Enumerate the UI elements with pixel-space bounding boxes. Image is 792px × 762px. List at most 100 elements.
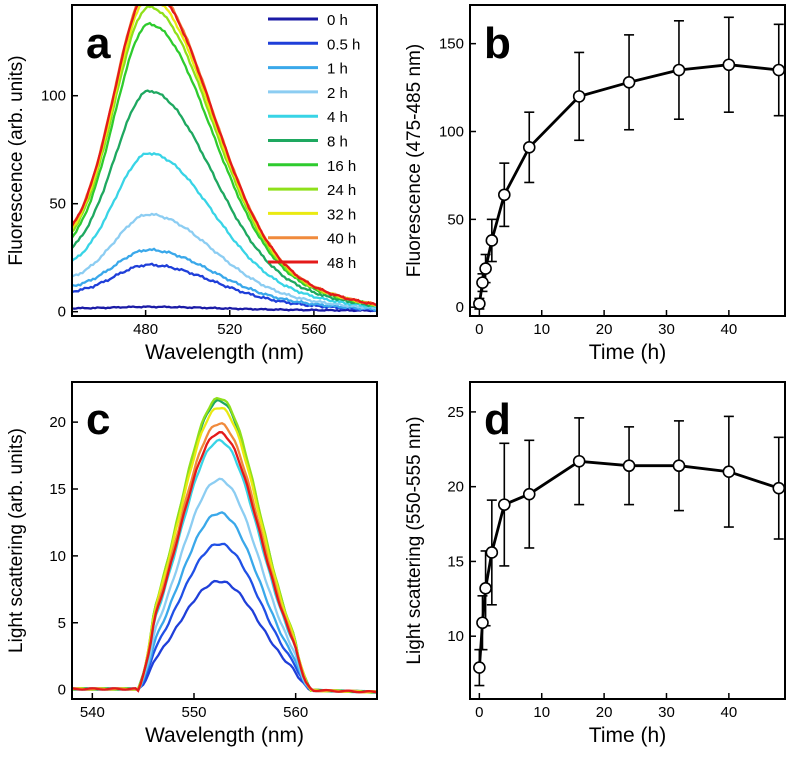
plot-frame-a	[71, 4, 378, 317]
data-point	[522, 141, 536, 154]
data-point	[485, 546, 499, 559]
x-axis-label-c: Wavelength (nm)	[145, 724, 304, 747]
legend-a: 0 h 0.5 h 1 h 2 h 4 h 8 h 16 h 24 h 32 h 40 h 48 h	[268, 12, 360, 272]
series-line-2-h	[73, 212, 376, 310]
legend-label: 16 h	[327, 158, 356, 175]
panel-letter-b: b	[484, 19, 511, 68]
panel-letter-c: c	[86, 395, 110, 444]
x-tick-label-d: 10	[533, 704, 550, 721]
panel-letter-a: a	[86, 19, 111, 68]
x-tick-label-c: 540	[80, 704, 105, 721]
data-point	[772, 481, 786, 495]
series-line-8-h	[73, 89, 376, 308]
panel-a: 480 520 560 0 50 100 Wavelength (nm) Fluorescen…	[6, 4, 378, 364]
y-tick-label-c: 10	[49, 548, 66, 565]
legend-label: 40 h	[327, 231, 356, 248]
legend-label: 24 h	[327, 182, 356, 199]
series-line-2-h	[73, 511, 376, 694]
data-point	[473, 661, 486, 674]
x-tick-label-d: 30	[658, 704, 675, 721]
y-tick-label-b: 50	[447, 211, 464, 228]
x-tick-label-a: 520	[217, 321, 242, 338]
y-tick-label-d: 10	[447, 628, 464, 645]
y-axis-label-a: Fluorescence (arb. units)	[6, 55, 27, 265]
x-axis-label-d: Time (h)	[589, 724, 666, 747]
panel-letter-d: d	[484, 395, 511, 444]
spectra-lines-c	[73, 396, 376, 694]
x-tick-label-a: 560	[301, 321, 326, 338]
x-tick-label-b: 40	[721, 321, 738, 338]
plot-frame-b	[469, 4, 786, 317]
y-tick-label-a: 50	[49, 196, 66, 213]
y-tick-label-d: 15	[447, 553, 464, 570]
legend-label: 32 h	[327, 206, 356, 223]
series-line-48-h	[73, 6, 376, 307]
data-point	[622, 459, 636, 473]
data-point	[772, 63, 786, 77]
data-point	[572, 454, 586, 468]
x-tick-label-d: 0	[475, 704, 483, 721]
y-tick-label-c: 5	[58, 615, 66, 632]
data-point	[476, 276, 489, 289]
data-point	[498, 498, 511, 511]
data-point	[622, 76, 636, 89]
series-line-32-h	[73, 406, 376, 694]
x-tick-label-b: 30	[658, 321, 675, 338]
x-tick-label-b: 0	[475, 321, 483, 338]
series-line-8-h	[73, 438, 376, 694]
series-line-1-h	[73, 247, 376, 312]
data-point	[485, 234, 499, 247]
legend-label: 4 h	[327, 109, 348, 126]
plot-frame-d	[469, 381, 786, 700]
legend-label: 0.5 h	[327, 36, 360, 53]
data-point	[722, 465, 736, 479]
y-tick-label-b: 100	[439, 124, 464, 141]
series-line-40-h	[73, 421, 376, 694]
legend-label: 0 h	[327, 12, 348, 29]
x-tick-label-c: 550	[181, 704, 206, 721]
y-tick-label-c: 0	[58, 682, 66, 699]
y-axis-label-b: Fluorescence (475-485 nm)	[404, 44, 425, 277]
y-tick-label-b: 150	[439, 36, 464, 53]
y-tick-label-c: 20	[49, 414, 66, 431]
legend-label: 1 h	[327, 61, 348, 78]
y-axis-label-c: Light scattering (arb. units)	[6, 428, 27, 653]
data-point	[722, 58, 736, 72]
data-point	[473, 297, 486, 311]
series-line-0-5-h	[73, 579, 376, 694]
legend-label: 48 h	[327, 255, 356, 272]
data-point	[572, 90, 586, 103]
x-axis-label-a: Wavelength (nm)	[145, 341, 304, 364]
panel-b: 0 10 20 30 40 0 50 100 150 Time (h) Fluorescence (…	[404, 4, 786, 364]
x-tick-label-c: 560	[283, 704, 308, 721]
x-tick-label-d: 40	[721, 704, 738, 721]
panel-c: 540 550 560 0 5 10 15 20 Wavelength (nm) Light sc…	[6, 381, 378, 747]
y-tick-label-d: 25	[447, 404, 464, 421]
data-point	[672, 63, 686, 77]
panel-d: 0 10 20 30 40 10 15 20 25 Time (h) Light scatterin…	[404, 381, 786, 747]
spectra-lines-a	[73, 6, 376, 313]
data-point	[476, 616, 489, 630]
y-tick-label-b: 0	[456, 299, 464, 316]
series-line-1-h	[73, 542, 376, 694]
x-tick-label-b: 10	[533, 321, 550, 338]
x-tick-label-b: 20	[596, 321, 613, 338]
legend-label: 2 h	[327, 85, 348, 102]
data-point	[522, 487, 536, 501]
y-tick-label-d: 20	[447, 479, 464, 496]
series-line-4-h	[73, 151, 376, 309]
x-tick-label-a: 480	[133, 321, 158, 338]
series-line-0-h	[73, 305, 376, 313]
y-tick-label-c: 15	[49, 481, 66, 498]
y-tick-label-a: 100	[41, 88, 66, 105]
series-line-4-h	[73, 477, 376, 694]
y-tick-label-a: 0	[58, 304, 66, 321]
y-axis-label-d: Light scattering (550-555 nm)	[404, 416, 425, 664]
data-point	[672, 459, 686, 473]
data-point	[479, 582, 492, 595]
data-point	[498, 188, 511, 202]
plot-frame-c	[71, 381, 378, 700]
legend-label: 8 h	[327, 134, 348, 151]
x-axis-label-b: Time (h)	[589, 341, 666, 364]
